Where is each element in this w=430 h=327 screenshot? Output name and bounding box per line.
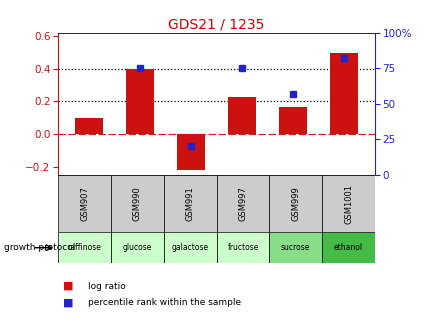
- Text: GSM907: GSM907: [80, 186, 89, 221]
- Text: ethanol: ethanol: [333, 243, 362, 252]
- Text: log ratio: log ratio: [88, 282, 126, 291]
- Bar: [329, 53, 357, 134]
- Bar: [177, 134, 205, 170]
- Text: GSM999: GSM999: [291, 186, 300, 221]
- Text: GSM990: GSM990: [132, 186, 141, 221]
- Text: percentile rank within the sample: percentile rank within the sample: [88, 298, 241, 307]
- Bar: [111, 175, 163, 232]
- Text: sucrose: sucrose: [280, 243, 310, 252]
- Text: ■: ■: [62, 298, 73, 307]
- Text: raffinose: raffinose: [68, 243, 101, 252]
- Text: ■: ■: [62, 281, 73, 291]
- Text: galactose: galactose: [171, 243, 208, 252]
- Bar: [322, 232, 374, 263]
- Bar: [269, 175, 321, 232]
- Bar: [58, 175, 111, 232]
- Text: GSM991: GSM991: [185, 186, 194, 221]
- Text: fructose: fructose: [227, 243, 258, 252]
- Text: GSM1001: GSM1001: [343, 183, 352, 224]
- Bar: [216, 232, 269, 263]
- Bar: [216, 175, 269, 232]
- Text: growth protocol: growth protocol: [4, 243, 76, 252]
- Text: GSM997: GSM997: [238, 186, 247, 221]
- Bar: [75, 118, 103, 134]
- Bar: [269, 232, 321, 263]
- Bar: [163, 175, 216, 232]
- Bar: [279, 107, 307, 134]
- Text: glucose: glucose: [123, 243, 152, 252]
- Title: GDS21 / 1235: GDS21 / 1235: [168, 18, 264, 31]
- Bar: [322, 175, 374, 232]
- Bar: [111, 232, 163, 263]
- Bar: [126, 69, 154, 134]
- Bar: [163, 232, 216, 263]
- Bar: [58, 232, 111, 263]
- Bar: [227, 97, 255, 134]
